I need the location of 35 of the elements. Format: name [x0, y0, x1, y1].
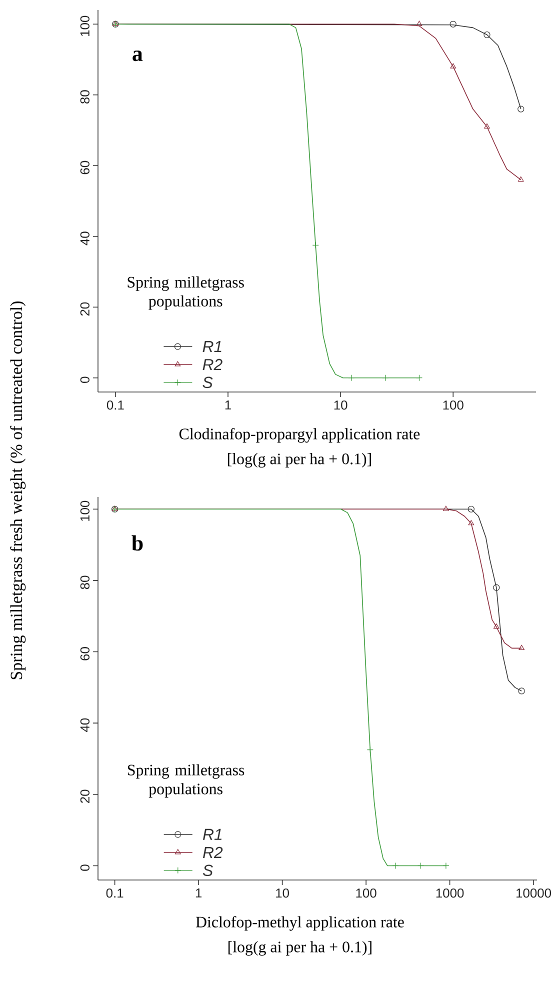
legend-label: R1 [202, 341, 222, 352]
annotation: a [132, 50, 143, 62]
annotation: b [132, 535, 143, 551]
x-tick-label: 1 [196, 888, 202, 898]
x-tick-label: 0.1 [106, 888, 124, 898]
y-tick-label: 60 [80, 160, 90, 174]
x-axis-title: Clodinafop-propargyl application rate [log(g ai per ha + 0.1)] [179, 428, 420, 468]
y-tick-label: 20 [80, 302, 90, 316]
x-axis-title: Diclofop-methyl application rate [log(g ai per ha + 0.1)] [196, 916, 404, 956]
y-tick-label: 40 [80, 232, 90, 246]
legend-label: R2 [202, 358, 222, 370]
y-axis-title: Spring milletgrass fresh weight (% of untreated control) [10, 301, 26, 680]
y-tick-label: 80 [80, 576, 90, 590]
x-tick-label: 10 [276, 888, 289, 898]
legend-title: Spring milletgrass populations [128, 276, 244, 310]
x-tick-label: 10000 [516, 888, 552, 898]
x-tick-label: 1 [225, 400, 231, 410]
legend-label: R2 [202, 846, 223, 858]
y-tick-label: 60 [80, 647, 90, 660]
legend-label: S [202, 376, 213, 388]
legend-label: S [202, 864, 213, 876]
x-tick-label: 0.1 [106, 400, 124, 410]
y-tick-label: 80 [80, 90, 90, 104]
y-tick-label: 0 [80, 376, 90, 383]
legend-label: R1 [202, 828, 222, 840]
y-tick-label: 20 [80, 790, 90, 803]
y-tick-label: 100 [80, 16, 90, 36]
y-tick-label: 40 [80, 718, 90, 732]
y-tick-label: 0 [80, 864, 90, 871]
x-tick-label: 100 [356, 888, 376, 898]
x-tick-label: 100 [443, 400, 464, 410]
y-tick-label: 100 [80, 500, 90, 521]
x-tick-label: 10 [334, 400, 348, 410]
x-tick-label: 1000 [436, 888, 464, 898]
legend-title: Spring milletgrass populations [128, 764, 244, 798]
